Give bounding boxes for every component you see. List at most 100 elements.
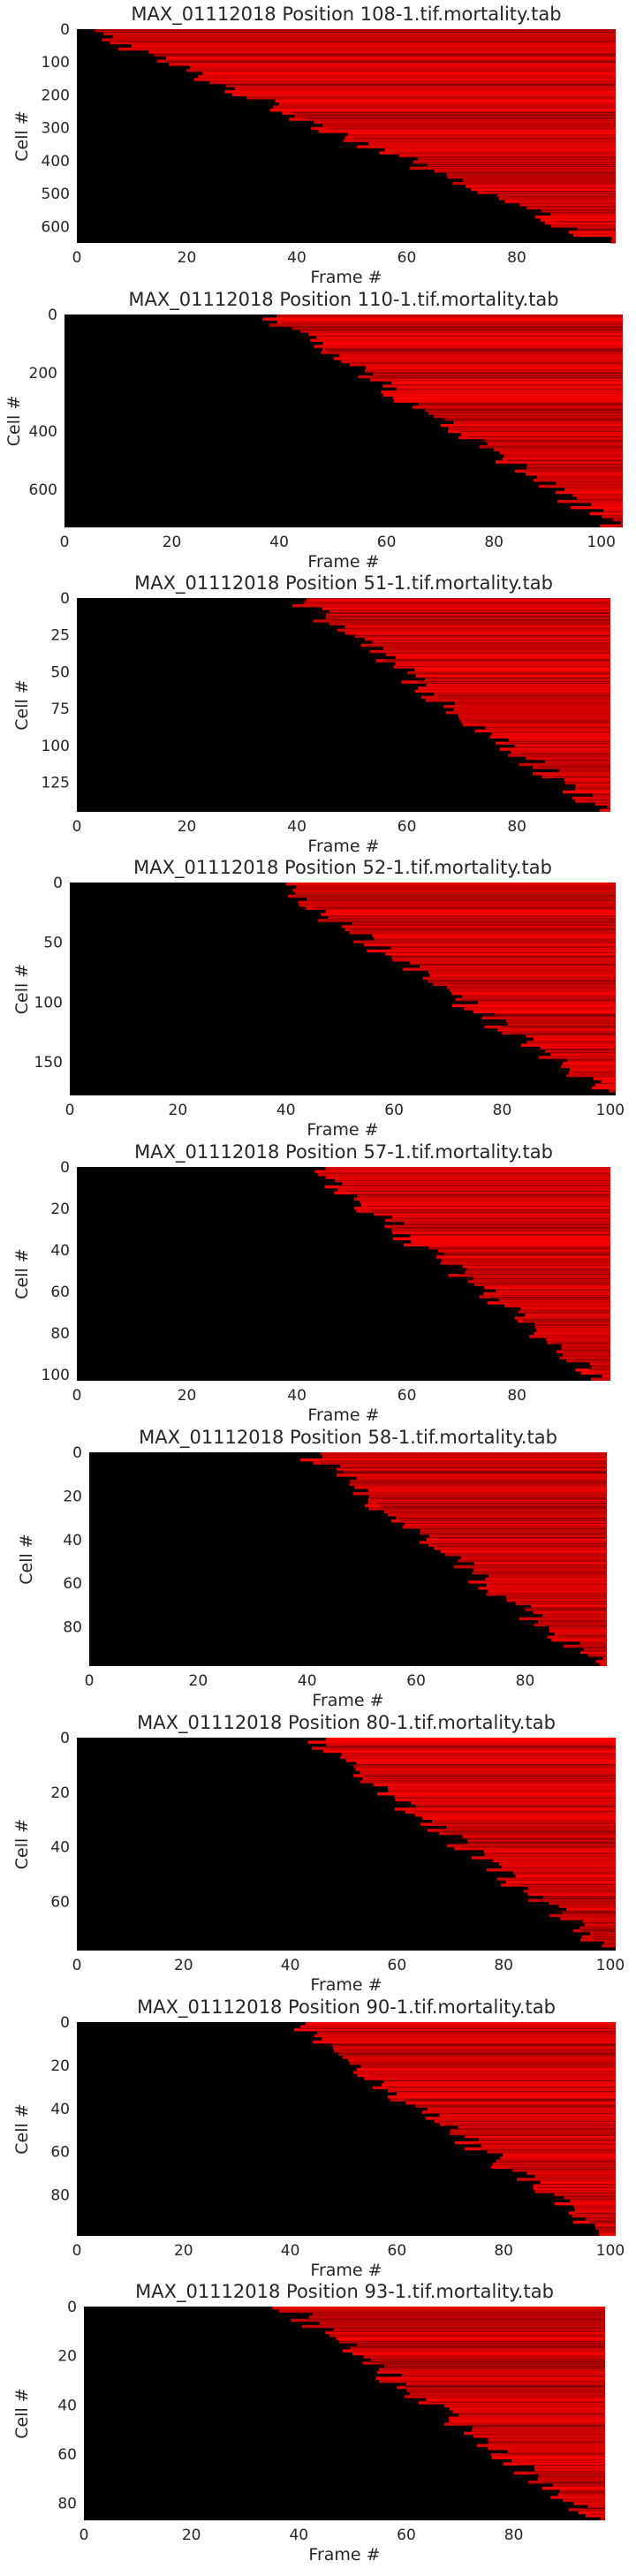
heatmap-cell <box>463 723 610 727</box>
heatmap-cell <box>526 1041 616 1044</box>
heatmap-cell <box>481 1016 616 1019</box>
heatmap-cell <box>458 716 610 721</box>
heatmap-cell <box>368 1777 616 1779</box>
heatmap-cell <box>449 2407 605 2411</box>
heatmap-cell <box>558 1905 616 1908</box>
heatmap-cell <box>554 1632 607 1636</box>
heatmap-cell <box>506 459 623 461</box>
heatmap-cell <box>550 1052 616 1057</box>
heatmap-cell <box>462 1264 610 1269</box>
heatmap-cell <box>391 1216 610 1219</box>
heatmap-cell <box>354 634 610 638</box>
heatmap-cell <box>325 616 610 620</box>
x-axis-label: Frame # <box>310 2261 382 2280</box>
heatmap-cell <box>419 1541 607 1544</box>
heatmap-cell <box>495 460 623 464</box>
heatmap-cell <box>262 317 623 321</box>
heatmap-cell <box>472 2143 616 2145</box>
heatmap-cell <box>393 2091 616 2093</box>
heatmap-cell <box>501 1865 616 1869</box>
heatmap-cell <box>395 1226 610 1228</box>
heatmap-cell <box>302 602 610 603</box>
y-tick-label: 500 <box>42 186 70 203</box>
heatmap-cell <box>466 185 616 188</box>
heatmap-cell <box>388 2089 616 2093</box>
heatmap-cell <box>600 524 623 527</box>
heatmap-cell <box>339 1464 607 1468</box>
y-axis-label: Cell # <box>4 396 24 446</box>
heatmap-cell <box>534 2475 605 2477</box>
heatmap-cell <box>318 130 616 133</box>
heatmap-cell <box>350 1193 610 1195</box>
heatmap-cell <box>472 1572 607 1573</box>
heatmap-cell <box>467 1279 610 1284</box>
heatmap-panel: MAX_01112018 Position 93-1.tif.mortality… <box>12 2281 605 2565</box>
heatmap-cell <box>593 1077 616 1080</box>
heatmap-cell <box>555 1060 616 1062</box>
heatmap-cell <box>421 2110 616 2114</box>
heatmap-cell <box>502 1031 616 1035</box>
heatmap-cell <box>390 956 616 958</box>
heatmap-cell <box>533 1037 616 1042</box>
heatmap-cell <box>384 148 616 152</box>
heatmap-cell <box>559 1356 610 1360</box>
heatmap-cell <box>460 1556 607 1559</box>
heatmap-cell <box>289 117 616 121</box>
heatmap-cell <box>369 378 623 382</box>
heatmap-cell <box>427 1829 616 1832</box>
heatmap-cell <box>375 2376 605 2380</box>
heatmap-cell <box>515 1874 616 1878</box>
heatmap-cell <box>323 1749 616 1754</box>
heatmap-cell <box>523 1321 610 1322</box>
heatmap-cell <box>302 899 616 901</box>
heatmap-cell <box>544 2482 605 2484</box>
heatmap-cell <box>479 2138 616 2141</box>
heatmap-cell <box>112 34 616 39</box>
heatmap-cell <box>426 2112 616 2114</box>
heatmap-cell <box>368 2361 605 2363</box>
heatmap-cell <box>292 326 623 330</box>
heatmap-cell <box>299 2025 616 2028</box>
heatmap-cell <box>395 655 610 660</box>
heatmap-cell <box>599 1663 607 1666</box>
y-tick-label: 200 <box>29 365 57 383</box>
heatmap-cell <box>507 2450 605 2453</box>
heatmap-cell <box>462 1835 616 1838</box>
heatmap-cell <box>324 1746 616 1748</box>
heatmap-cell <box>474 721 610 723</box>
heatmap-cell <box>467 1837 616 1842</box>
heatmap-cell <box>474 440 623 442</box>
heatmap-cell <box>341 924 616 926</box>
heatmap-cell <box>392 1231 610 1235</box>
heatmap-cell <box>522 1320 610 1322</box>
x-tick-label: 20 <box>163 534 182 551</box>
heatmap-cell <box>403 1243 610 1246</box>
heatmap-cell <box>511 746 610 748</box>
heatmap-cell <box>461 433 623 436</box>
heatmap-cell <box>299 904 616 907</box>
x-tick-label: 20 <box>189 1672 208 1690</box>
heatmap-cell <box>553 2483 605 2487</box>
heatmap-cell <box>494 195 616 197</box>
heatmap-cell <box>520 1043 616 1047</box>
heatmap-cell <box>594 1938 616 1940</box>
heatmap-cell <box>406 2100 616 2102</box>
heatmap-cell <box>550 212 616 216</box>
heatmap-cell <box>579 793 610 795</box>
heatmap-cell <box>151 55 616 57</box>
heatmap-cell <box>579 1928 616 1930</box>
heatmap-cell <box>452 181 616 186</box>
heatmap-cell <box>534 2465 605 2469</box>
heatmap-cell <box>234 87 616 91</box>
heatmap-cell <box>373 2086 616 2090</box>
x-tick-label: 20 <box>174 2242 193 2260</box>
heatmap-cell <box>337 628 610 633</box>
heatmap-cell <box>511 202 616 204</box>
x-tick-label: 60 <box>398 249 417 267</box>
heatmap-cell <box>592 1086 616 1090</box>
x-axis-label: Frame # <box>307 1120 378 1140</box>
heatmap-cell <box>390 2098 616 2102</box>
heatmap-cell <box>528 209 616 211</box>
heatmap-cell <box>553 1058 616 1060</box>
heatmap-cell <box>420 964 616 968</box>
